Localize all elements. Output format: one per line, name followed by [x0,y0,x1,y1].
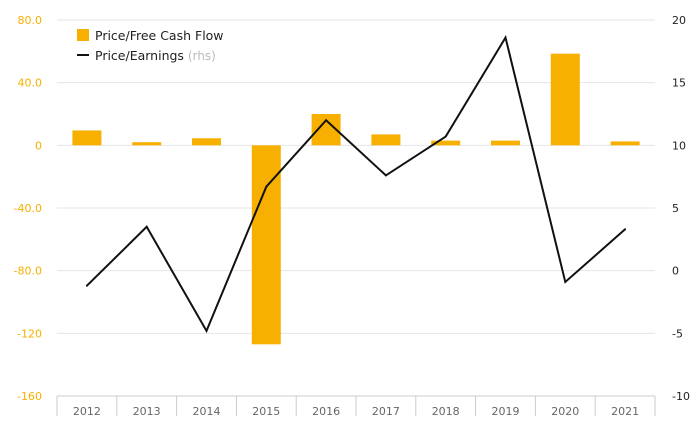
legend-label-suffix: (rhs) [188,49,216,63]
pe-point [145,225,148,228]
pe-point [504,36,507,39]
bar [371,134,401,146]
bar [491,140,520,146]
right-axis-tick-label: 15 [672,77,686,90]
bar [431,140,461,146]
left-axis-tick-label: -40.0 [14,202,42,215]
bar [72,130,102,146]
bar [192,138,221,146]
right-axis-tick-label: -5 [672,327,683,340]
x-axis-tick-label: 2014 [193,405,221,418]
pe-point [265,185,268,188]
legend-label: Price/Earnings (rhs) [95,48,216,63]
line-series [85,34,627,334]
x-axis-tick-label: 2018 [432,405,460,418]
legend-label-main: Price/Earnings [95,48,188,63]
x-axis-tick-label: 2019 [492,405,520,418]
legend-swatch-square [77,29,89,41]
x-axis-tick-label: 2016 [312,405,340,418]
bar [610,141,640,146]
pe-point [624,228,627,231]
pe-line [86,34,626,334]
left-axis-tick-label: -160 [17,390,42,403]
right-axis-tick-label: -10 [672,390,690,403]
bar [132,142,162,146]
x-axis-tick-label: 2021 [611,405,639,418]
bar [251,145,281,345]
left-axis-tick-label: -120 [17,327,42,340]
left-axis-ticks: 80.0 40.0 0 -40.0 -80.0 -120 -160 [14,14,42,403]
left-axis-tick-label: -80.0 [14,265,42,278]
legend-label: Price/Free Cash Flow [95,28,224,43]
left-axis-tick-label: 40.0 [18,77,43,90]
pe-point [325,119,328,122]
x-axis-tick-label: 2020 [551,405,579,418]
x-axis-tick-label: 2013 [133,405,161,418]
bar-series [72,53,640,345]
pe-point [85,284,88,287]
pe-point [444,135,447,138]
right-axis-tick-label: 5 [672,202,679,215]
legend: Price/Free Cash Flow Price/Earnings (rhs) [77,28,224,63]
left-axis-tick-label: 0 [35,139,42,152]
x-axis-tick-label: 2015 [252,405,280,418]
right-axis-tick-label: 20 [672,14,686,27]
right-axis-ticks: 20 15 10 5 0 -5 -10 [672,14,690,403]
x-axis-tick-label: 2017 [372,405,400,418]
pe-point [205,329,208,332]
right-axis-tick-label: 0 [672,265,679,278]
x-axis-tick-label: 2012 [73,405,101,418]
right-axis-tick-label: 10 [672,139,686,152]
left-axis-tick-label: 80.0 [18,14,43,27]
pe-point [384,174,387,177]
x-axis: 2012 2013 2014 2015 2016 2017 2018 2019 2020 2021 [56,395,656,418]
bar [550,53,580,146]
pe-point [564,280,567,283]
